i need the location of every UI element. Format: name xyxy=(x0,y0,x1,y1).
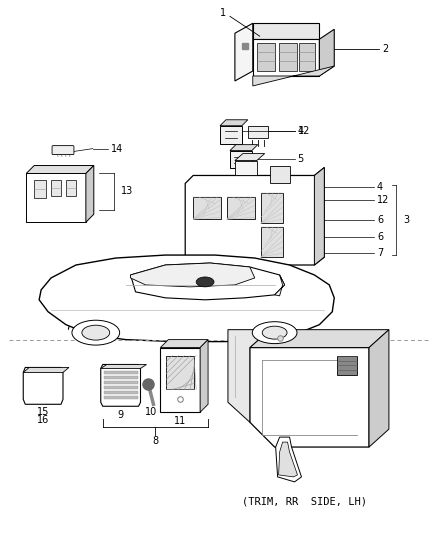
Polygon shape xyxy=(276,437,301,482)
Polygon shape xyxy=(104,386,138,389)
Polygon shape xyxy=(230,151,252,167)
Text: 2: 2 xyxy=(382,44,388,54)
Text: 12: 12 xyxy=(297,126,310,136)
Polygon shape xyxy=(185,167,324,265)
Polygon shape xyxy=(235,160,257,175)
Ellipse shape xyxy=(72,320,120,345)
Polygon shape xyxy=(160,348,200,412)
Text: 1: 1 xyxy=(220,9,226,18)
Polygon shape xyxy=(131,263,285,300)
Polygon shape xyxy=(220,126,242,144)
Polygon shape xyxy=(248,126,268,138)
Ellipse shape xyxy=(82,325,110,340)
Polygon shape xyxy=(104,372,138,375)
Text: 12: 12 xyxy=(377,196,389,205)
Polygon shape xyxy=(200,340,208,412)
Polygon shape xyxy=(314,167,324,265)
Polygon shape xyxy=(160,340,208,348)
Polygon shape xyxy=(101,365,141,406)
Polygon shape xyxy=(51,181,61,196)
Polygon shape xyxy=(220,120,248,126)
Text: 6: 6 xyxy=(377,232,383,242)
Polygon shape xyxy=(261,193,283,223)
Polygon shape xyxy=(26,166,94,173)
Polygon shape xyxy=(257,43,275,71)
Polygon shape xyxy=(250,348,369,447)
Polygon shape xyxy=(253,23,319,39)
Polygon shape xyxy=(166,356,194,389)
Ellipse shape xyxy=(252,322,297,344)
Polygon shape xyxy=(227,197,255,219)
Polygon shape xyxy=(230,144,258,151)
Polygon shape xyxy=(337,356,357,375)
Text: 5: 5 xyxy=(297,154,304,164)
Polygon shape xyxy=(261,227,283,257)
Polygon shape xyxy=(270,166,290,183)
Polygon shape xyxy=(104,391,138,394)
Text: 7: 7 xyxy=(377,248,383,258)
Text: 3: 3 xyxy=(403,215,409,225)
Polygon shape xyxy=(300,43,315,71)
Polygon shape xyxy=(26,211,94,222)
Polygon shape xyxy=(279,442,297,477)
Text: 4: 4 xyxy=(377,182,383,192)
Polygon shape xyxy=(86,166,94,222)
Text: 6: 6 xyxy=(377,215,383,225)
Ellipse shape xyxy=(262,326,287,339)
Polygon shape xyxy=(23,367,63,404)
Polygon shape xyxy=(104,397,138,399)
Polygon shape xyxy=(369,330,389,447)
Polygon shape xyxy=(193,197,221,219)
Polygon shape xyxy=(275,275,285,296)
Text: 8: 8 xyxy=(152,436,159,446)
Ellipse shape xyxy=(196,277,214,287)
Polygon shape xyxy=(235,23,253,81)
Polygon shape xyxy=(131,263,255,287)
Text: 4: 4 xyxy=(297,126,304,136)
Polygon shape xyxy=(319,29,334,76)
Polygon shape xyxy=(104,376,138,379)
Text: 15: 15 xyxy=(37,407,49,417)
Polygon shape xyxy=(39,255,334,342)
Text: 13: 13 xyxy=(120,187,133,196)
Polygon shape xyxy=(26,173,86,222)
Polygon shape xyxy=(66,181,76,196)
Polygon shape xyxy=(34,181,46,198)
Text: 14: 14 xyxy=(111,143,123,154)
Text: 16: 16 xyxy=(37,415,49,425)
Polygon shape xyxy=(253,66,334,86)
Text: 9: 9 xyxy=(117,410,124,420)
Polygon shape xyxy=(279,43,297,71)
Polygon shape xyxy=(104,382,138,384)
FancyBboxPatch shape xyxy=(52,146,74,155)
Polygon shape xyxy=(235,154,265,160)
Polygon shape xyxy=(101,365,146,368)
Polygon shape xyxy=(250,330,389,348)
Polygon shape xyxy=(23,367,69,373)
Text: (TRIM, RR  SIDE, LH): (TRIM, RR SIDE, LH) xyxy=(242,497,367,507)
Text: 11: 11 xyxy=(174,416,187,426)
Polygon shape xyxy=(253,39,319,76)
Polygon shape xyxy=(228,330,270,422)
Text: 10: 10 xyxy=(145,407,158,417)
